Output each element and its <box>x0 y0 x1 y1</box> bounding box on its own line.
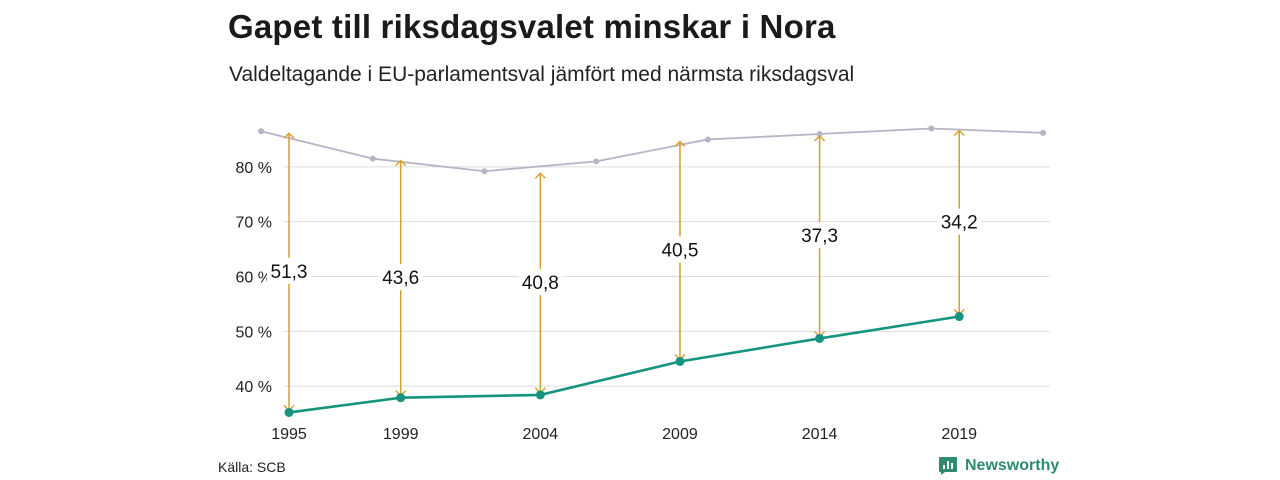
riksdag-point <box>1040 129 1046 136</box>
eu-point <box>535 390 545 400</box>
y-axis: 40 % 50 % 60 % 70 % 80 % <box>236 160 272 396</box>
brand-name: Newsworthy <box>965 457 1060 474</box>
grid-lines <box>284 166 1050 387</box>
source-note: Källa: SCB <box>218 459 286 475</box>
gap-label-bg <box>378 264 423 291</box>
y-tick-label: 60 % <box>236 270 272 287</box>
gap-label-bg <box>797 222 842 249</box>
x-tick-label: 2004 <box>523 426 559 443</box>
eu-point <box>815 333 825 343</box>
gap-label-bg <box>657 236 702 263</box>
eu-point <box>954 312 964 322</box>
riksdag-line <box>260 127 1044 173</box>
riksdag-point <box>481 168 488 175</box>
x-tick-label: 1999 <box>383 426 419 443</box>
eu-point <box>675 356 685 366</box>
eu-line <box>288 315 960 414</box>
x-tick-label: 2009 <box>662 426 698 443</box>
gap-arrows: 51,3 43,6 40,8 40,5 37,3 34,2 <box>267 129 982 412</box>
riksdag-point <box>704 136 711 143</box>
riksdag-point <box>369 155 376 162</box>
x-axis: 1995 1999 2004 2009 2014 2019 <box>271 426 977 443</box>
gap-label: 37,3 <box>801 226 838 247</box>
x-tick-label: 1995 <box>271 426 307 443</box>
gap-label-bg <box>937 208 982 235</box>
riksdag-series <box>258 125 1046 175</box>
riksdag-point <box>593 158 600 165</box>
y-tick-label: 70 % <box>236 215 272 232</box>
y-tick-label: 40 % <box>236 379 272 396</box>
gap-label: 51,3 <box>271 262 308 283</box>
gap-label-bg <box>518 269 563 296</box>
chart-subtitle: Valdeltagande i EU-parlamentsval jämfört… <box>229 63 855 86</box>
riksdag-point <box>928 125 935 132</box>
y-tick-label: 50 % <box>236 324 272 341</box>
gap-label: 34,2 <box>941 213 978 234</box>
y-tick-label: 80 % <box>236 160 272 177</box>
eu-series <box>284 312 964 417</box>
chart-title: Gapet till riksdagsvalet minskar i Nora <box>228 8 836 45</box>
brand-logo: Newsworthy <box>938 456 1059 476</box>
x-tick-label: 2014 <box>802 426 838 443</box>
gap-label: 43,6 <box>382 268 419 289</box>
eu-point <box>284 407 294 417</box>
gap-label-bg <box>267 257 311 284</box>
chart-bubble-icon <box>939 457 957 475</box>
gap-label: 40,8 <box>522 273 559 294</box>
eu-point <box>396 393 406 403</box>
gap-label: 40,5 <box>661 240 698 261</box>
x-tick-label: 2019 <box>941 426 977 443</box>
riksdag-point <box>258 128 265 135</box>
